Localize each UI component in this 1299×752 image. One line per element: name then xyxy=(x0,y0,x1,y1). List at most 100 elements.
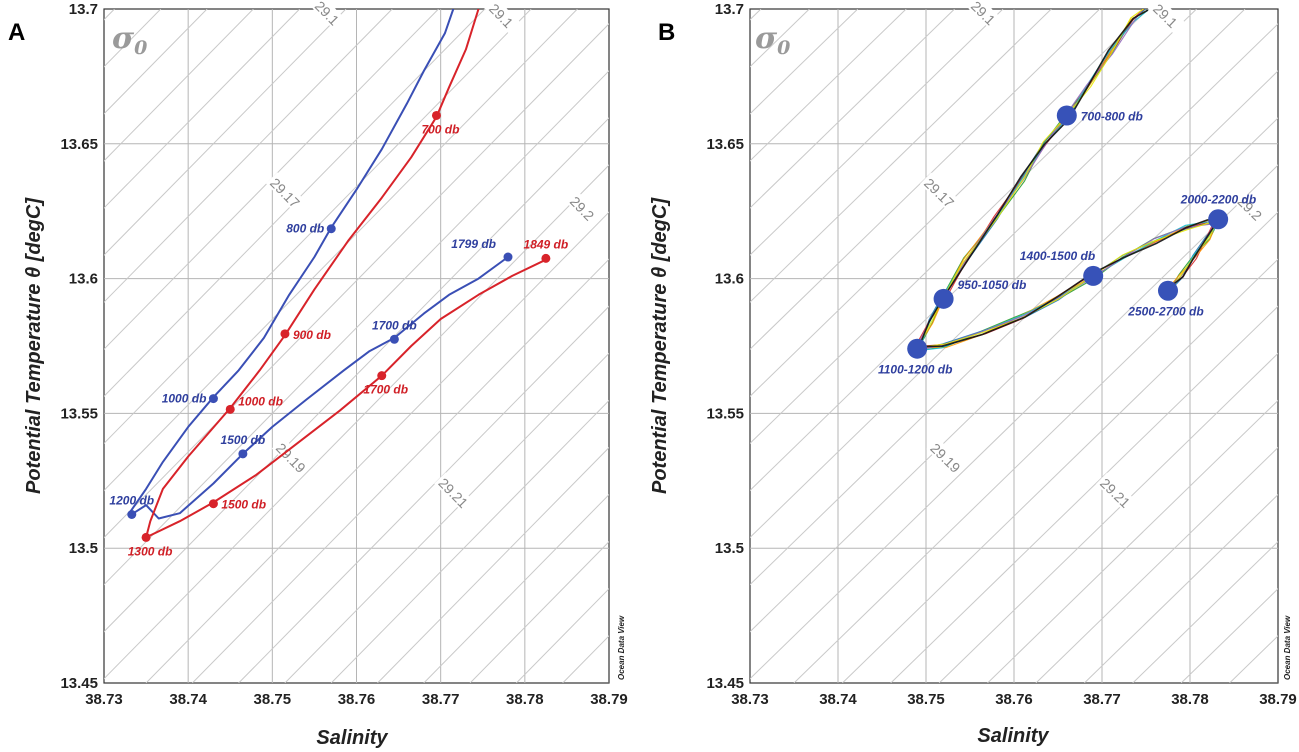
panel-b-isopycnal-line xyxy=(750,9,907,162)
panel-a-isopycnal-line xyxy=(104,164,609,680)
panel-a-y-tick-label: 13.5 xyxy=(69,540,98,557)
panel-b-isopycnal-label-bg xyxy=(1230,188,1271,228)
panel-a-odv-watermark: Ocean Data View xyxy=(617,615,626,680)
panel-a-depth-point xyxy=(208,394,218,404)
panel-a-isopycnal-line xyxy=(192,258,609,683)
panel-a-depth-label: 1500 db xyxy=(221,498,266,512)
panel-a-y-tick-label: 13.7 xyxy=(69,1,98,18)
panel-a-x-axis-label: Salinity xyxy=(316,727,388,749)
panel-b-label: B xyxy=(658,19,675,46)
panel-a-depth-label: 1700 db xyxy=(372,318,417,332)
panel-b-y-tick-label: 13.7 xyxy=(715,1,744,18)
panel-a-isopycnal-line xyxy=(104,9,532,445)
panel-a-isopycnal-line xyxy=(330,399,609,683)
panel-b-x-tick-label: 38.78 xyxy=(1171,691,1209,708)
panel-a-isopycnal-line xyxy=(104,9,578,492)
panel-a-series-blue xyxy=(128,9,455,514)
panel-b-isopycnal-line xyxy=(750,9,1197,445)
panel-a-depth-label: 700 db xyxy=(421,122,459,136)
panel-b-depth-point xyxy=(1158,280,1178,301)
panel-b-x-axis-label: Salinity xyxy=(977,725,1049,747)
panel-b-isopycnal-line xyxy=(1132,541,1278,683)
panel-b-isopycnal-line xyxy=(938,352,1278,683)
panel-b-odv-watermark: Ocean Data View xyxy=(1283,615,1292,680)
panel-a-isopycnal-line xyxy=(104,23,609,539)
panel-a-isopycnal-line xyxy=(104,9,439,350)
panel-b-x-tick-label: 38.77 xyxy=(1083,691,1121,708)
panel-a-isopycnal-line xyxy=(145,211,609,683)
panel-b-depth-label: 1400-1500 db xyxy=(1020,249,1095,263)
panel-a-x-ticks: 38.73 38.74 38.75 38.76 38.77 38.78 38.79 xyxy=(85,691,628,708)
panel-b-isopycnal-line xyxy=(750,9,1101,350)
panel-b-isopycnal-line xyxy=(750,164,1278,680)
panel-b-y-axis-label: Potential Temperature θ [degC] xyxy=(649,197,671,494)
panel-b-depth-point xyxy=(1056,105,1077,126)
panel-b-depth-label: 1100-1200 db xyxy=(878,363,953,377)
panel-a-sigma-symbol: σ0 xyxy=(112,21,147,59)
panel-a-depth-point xyxy=(503,252,513,262)
panel-a-isopycnal-line xyxy=(238,305,609,683)
panel-a-y-axis-label: Potential Temperature θ [degC] xyxy=(23,197,45,494)
panel-b-depth-label: 2000-2200 db xyxy=(1180,192,1256,206)
panel-a-depth-label: 1200 db xyxy=(109,494,154,508)
panel-a-depth-label: 1500 db xyxy=(221,433,266,447)
panel-a-depth-point xyxy=(141,532,151,542)
panel-a-y-tick-label: 13.6 xyxy=(69,271,98,288)
panel-a-depth-label: 1799 db xyxy=(451,237,496,251)
panel-a-depth-point xyxy=(208,499,218,509)
panel-b-depth-label: 700-800 db xyxy=(1081,109,1143,123)
panel-b-isopycnal-line xyxy=(1035,446,1278,683)
panel-b-x-tick-label: 38.75 xyxy=(907,691,945,708)
panel-b-y-tick-label: 13.5 xyxy=(715,540,744,557)
panel-a-isopycnal-line xyxy=(469,541,609,683)
panel-a-isopycnal-line xyxy=(284,352,609,683)
panel-a-gridlines xyxy=(104,9,609,683)
panel-a-isopycnal-line xyxy=(104,9,254,162)
panel-a-x-tick-label: 38.78 xyxy=(506,691,544,708)
panel-a-isopycnal-line xyxy=(104,9,486,397)
panel-a-depth-point xyxy=(127,510,137,519)
panel-b-depth-point xyxy=(933,288,954,309)
panel-a-x-tick-label: 38.79 xyxy=(590,691,628,708)
panel-a-x-tick-label: 38.73 xyxy=(85,691,123,708)
panel-a-depth-point xyxy=(377,371,387,381)
panel-a-depth-point xyxy=(225,404,235,414)
panel-a-isopycnal-line xyxy=(104,9,393,303)
panel-a-isopycnal-line xyxy=(377,446,609,683)
panel-a-isopycnal-label-bg xyxy=(563,187,603,228)
panel-b-isopycnal-line xyxy=(750,70,1278,586)
panel-a-isopycnal-line xyxy=(104,9,347,256)
panel-a-isopycnal-line xyxy=(0,9,22,683)
panel-a-depth-label: 1000 db xyxy=(238,394,283,408)
panel-b-x-tick-label: 38.73 xyxy=(731,691,769,708)
panel-a-series-blue-deep xyxy=(132,256,509,520)
panel-a-isopycnal-line xyxy=(104,117,609,633)
panel-b-y-tick-label: 13.45 xyxy=(706,675,744,692)
panel-b-sigma-symbol: σ0 xyxy=(755,21,790,59)
panel-a-isopycnal-line xyxy=(104,9,300,209)
panel-a-y-tick-label: 13.55 xyxy=(60,405,98,422)
panel-a-y-tick-label: 13.45 xyxy=(60,675,98,692)
panel-b-isopycnal-line xyxy=(750,9,1149,397)
panel-a-depth-label: 1000 db xyxy=(162,392,207,406)
panel-a-isopycnal-label-bg xyxy=(434,472,474,513)
panel-b-depth-point xyxy=(1083,265,1104,286)
panel-a-isopycnal-label-bg xyxy=(265,172,306,213)
panel-a-y-ticks: 13.45 13.5 13.55 13.6 13.65 13.7 xyxy=(60,1,98,692)
panel-a-isopycnal-label-bg xyxy=(308,0,348,33)
panel-a-depth-point xyxy=(431,110,441,120)
panel-a-depth-point xyxy=(389,334,399,344)
panel-b-x-tick-label: 38.76 xyxy=(995,691,1033,708)
panel-a-isopycnal-line xyxy=(104,9,115,21)
panel-b-isopycnal-line xyxy=(987,399,1278,683)
panel-b-depth-point xyxy=(907,338,928,359)
panel-a-depth-label: 1300 db xyxy=(128,544,173,558)
panel-b-isopycnal-line xyxy=(750,9,1246,492)
panel-b-isopycnal-line xyxy=(1084,493,1278,683)
panel-b-y-ticks: 13.45 13.5 13.55 13.6 13.65 13.7 xyxy=(706,1,744,692)
panel-b-isopycnal-label-bg xyxy=(919,172,960,212)
panel-b-x-tick-label: 38.79 xyxy=(1259,691,1297,708)
panel-b-isopycnal-line xyxy=(1277,682,1278,683)
